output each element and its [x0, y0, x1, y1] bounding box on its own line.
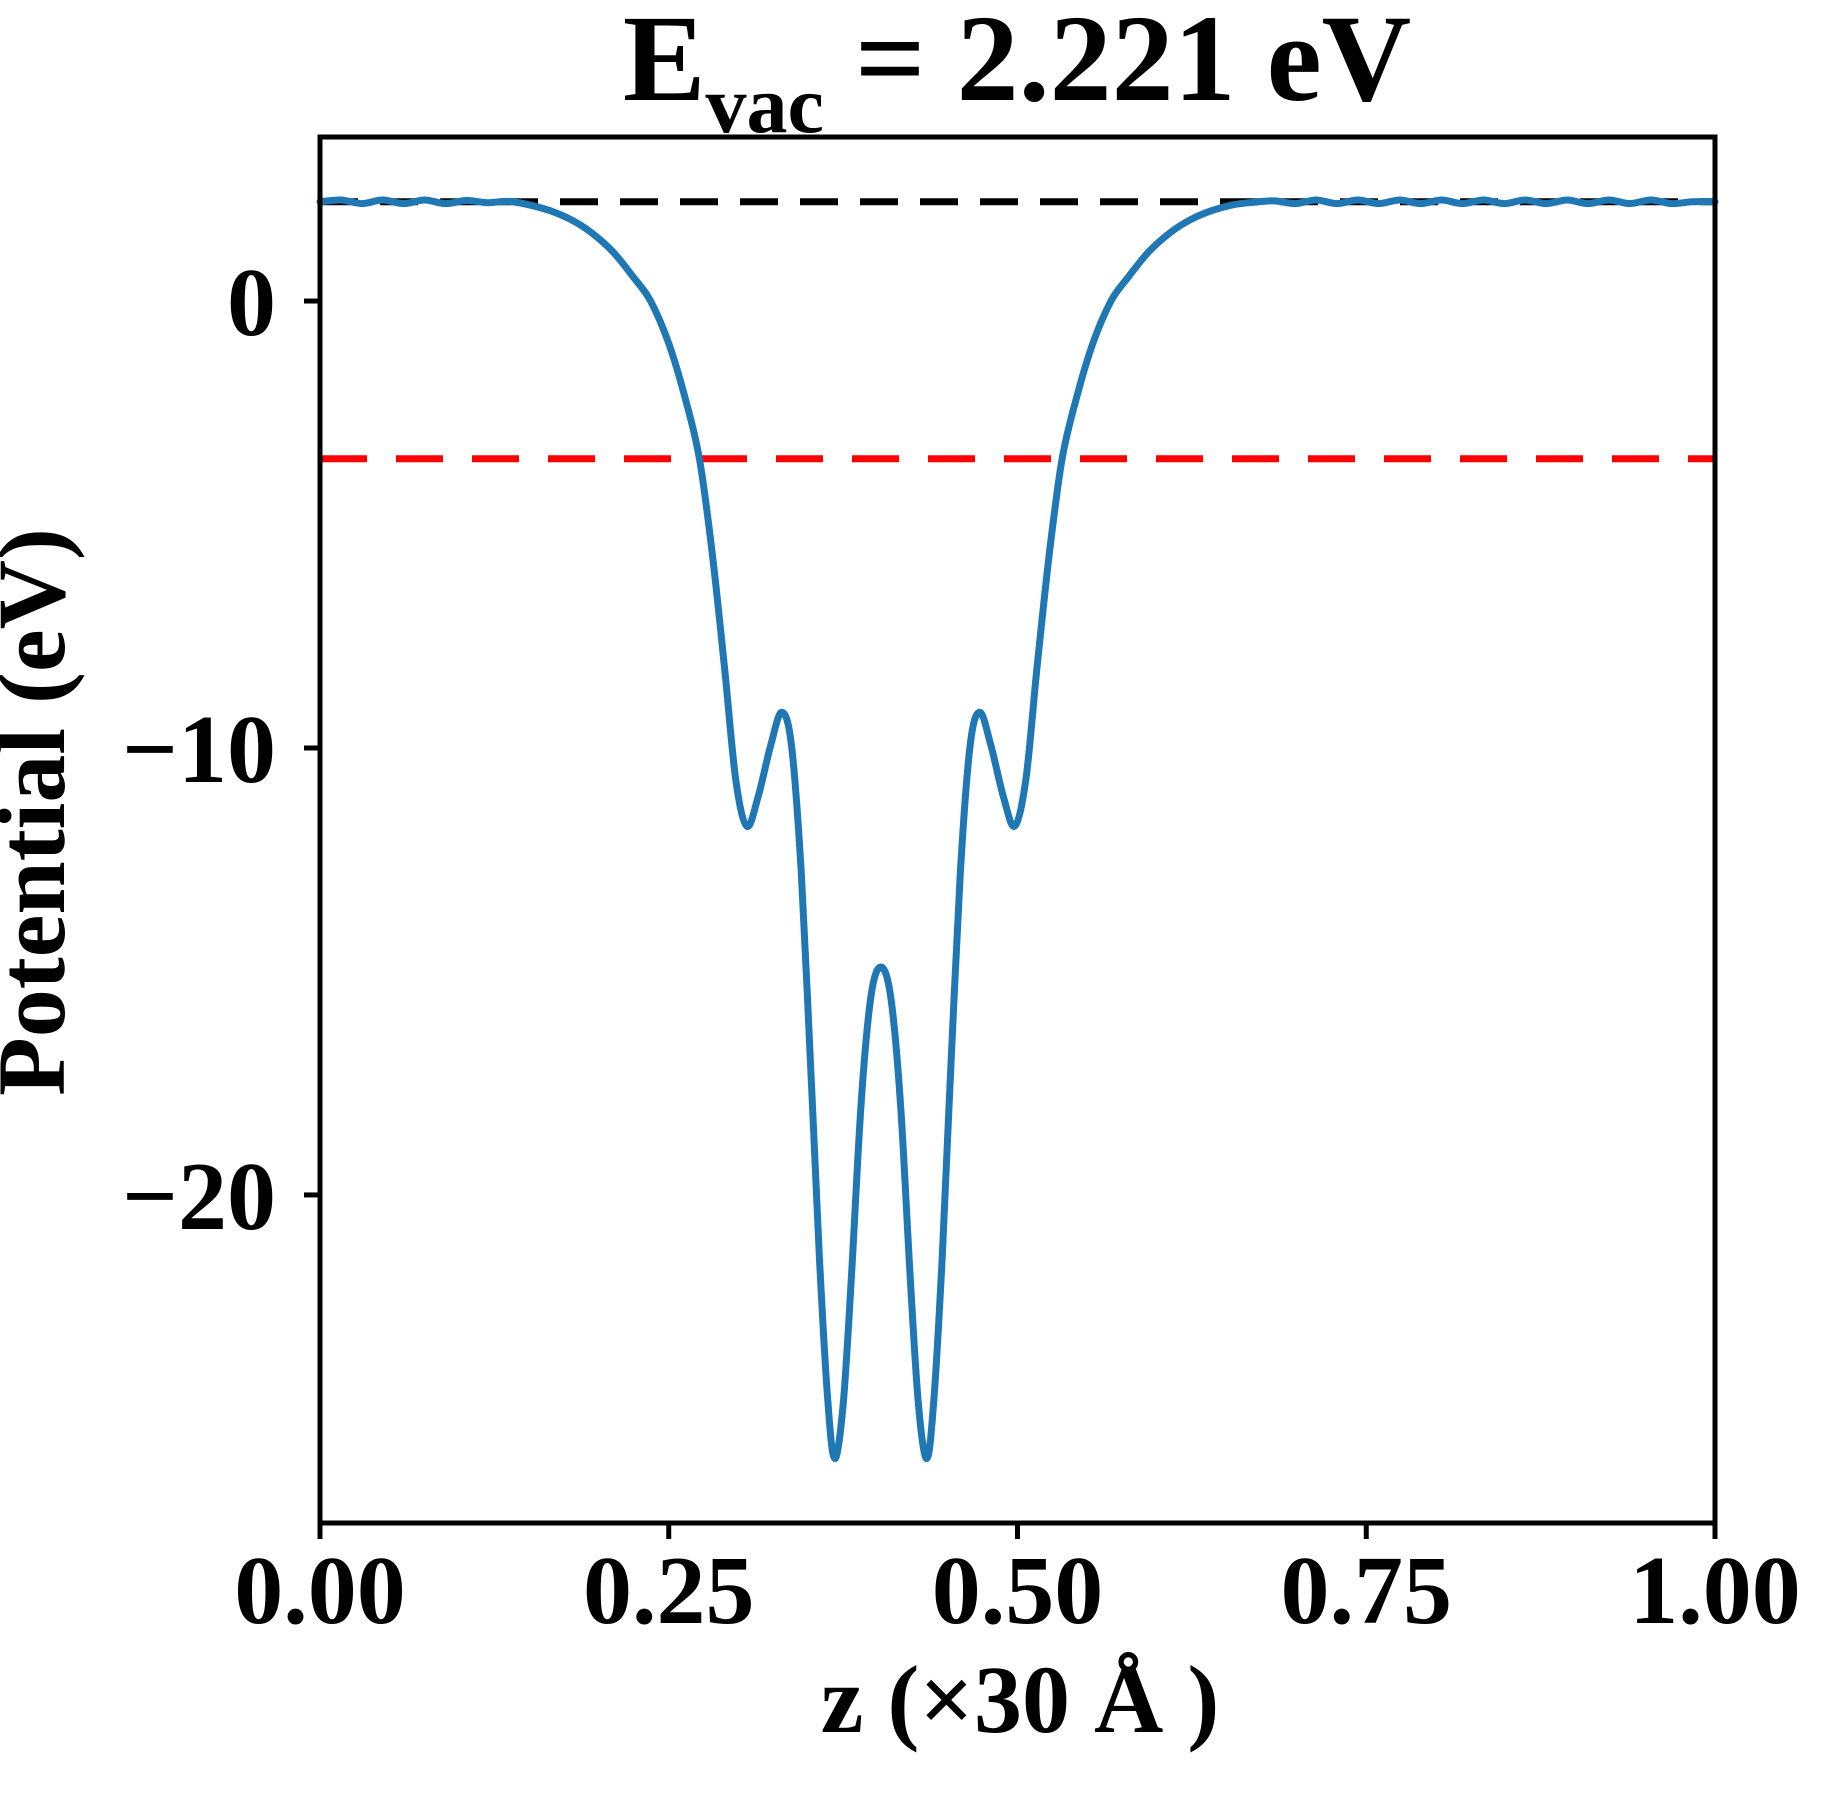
- planar-averaged-potential-curve: [316, 196, 1719, 1463]
- title-subscript: vac: [706, 59, 824, 150]
- x-tick-label: 0.25: [583, 1537, 755, 1645]
- title-prefix: E: [623, 0, 706, 127]
- plot-border: [317, 134, 1718, 1526]
- y-axis-label: Potential (eV): [0, 528, 85, 1096]
- y-tick-label: 0: [227, 249, 276, 357]
- x-axis-label: z (×30 Å ): [821, 1646, 1220, 1753]
- chart-title: Evac = 2.221 eV: [623, 0, 1411, 150]
- y-tick-label: −10: [122, 696, 276, 804]
- title-value: = 2.221 eV: [824, 0, 1411, 127]
- x-tick-label: 0.75: [1281, 1537, 1453, 1645]
- x-tick-label: 0.00: [234, 1537, 406, 1645]
- y-tick-label: −20: [122, 1143, 276, 1251]
- x-tick-label: 0.50: [932, 1537, 1104, 1645]
- plot-content: 0.00 0.25 0.50 0.75 1.00 0 −10 −20: [122, 196, 1801, 1645]
- x-tick-label: 1.00: [1629, 1537, 1801, 1645]
